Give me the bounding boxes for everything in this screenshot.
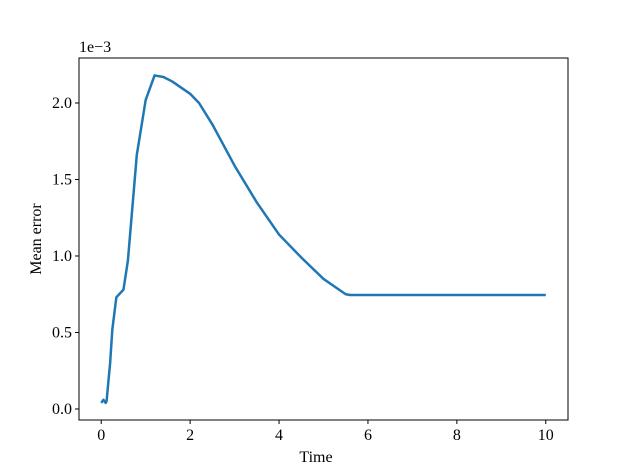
x-tick-label: 6	[364, 427, 372, 444]
plot-frame	[78, 57, 569, 421]
y-tick-label: 0.5	[52, 324, 72, 341]
y-axis-label: Mean error	[28, 203, 45, 275]
y-tick-label: 2.0	[52, 95, 72, 112]
y-tick-label: 1.0	[52, 248, 72, 265]
data-line	[100, 74, 546, 405]
x-tick-label: 0	[97, 427, 105, 444]
x-tick-label: 2	[186, 427, 194, 444]
y-offset-text: 1e−3	[79, 39, 111, 56]
x-axis-label: Time	[299, 449, 332, 466]
x-tick-label: 10	[538, 427, 554, 444]
y-tick-label: 0.0	[52, 401, 72, 418]
y-tick-label: 1.5	[52, 171, 72, 188]
x-tick-label: 8	[453, 427, 461, 444]
x-tick-label: 4	[275, 427, 283, 444]
